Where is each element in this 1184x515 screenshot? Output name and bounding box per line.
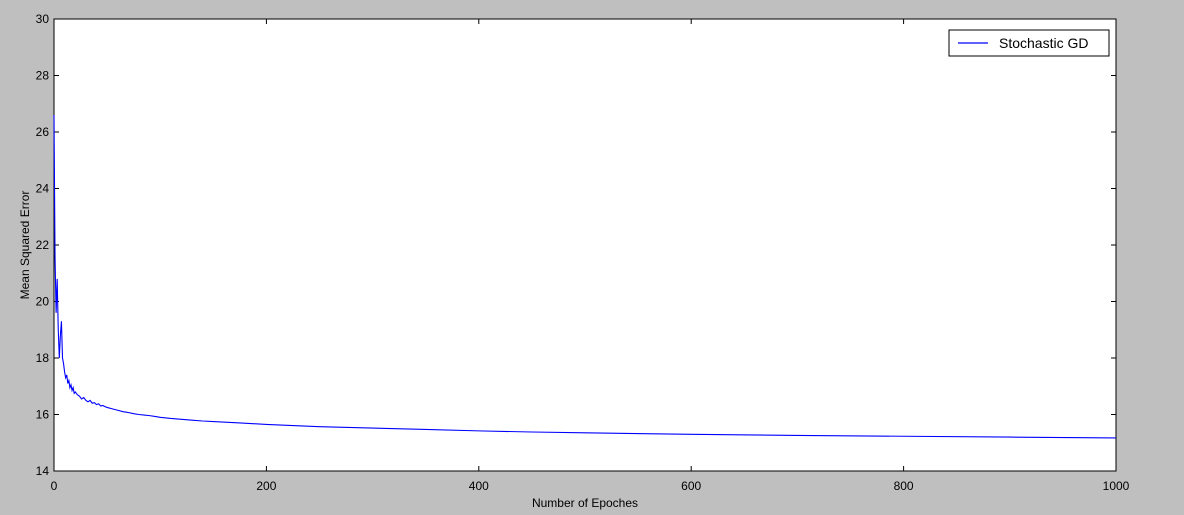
x-tick-label: 1000 xyxy=(1103,479,1130,493)
x-tick-label: 600 xyxy=(681,479,701,493)
x-axis-ticks: 0 200 400 600 800 1000 xyxy=(51,19,1130,493)
legend: Stochastic GD xyxy=(948,29,1110,57)
y-tick-label: 18 xyxy=(36,351,50,365)
plot-area xyxy=(53,18,1117,472)
x-tick-label: 0 xyxy=(51,479,58,493)
x-tick-label: 200 xyxy=(256,479,276,493)
y-tick-label: 24 xyxy=(36,182,50,196)
legend-box xyxy=(948,29,1110,57)
series-line-0 xyxy=(53,115,1117,439)
y-tick-label: 14 xyxy=(36,464,50,478)
y-tick-label: 20 xyxy=(36,295,50,309)
y-axis-label: Mean Squared Error xyxy=(18,191,32,300)
y-tick-label: 16 xyxy=(36,408,50,422)
series-layer xyxy=(53,115,1117,439)
y-tick-label: 26 xyxy=(36,125,50,139)
x-tick-label: 800 xyxy=(894,479,914,493)
y-axis-ticks: 14 16 18 20 22 24 26 28 30 xyxy=(36,12,1116,478)
x-tick-label: 400 xyxy=(469,479,489,493)
legend-entry-stochastic-gd: Stochastic GD xyxy=(999,35,1088,51)
y-tick-label: 22 xyxy=(36,238,50,252)
x-axis-label: Number of Epoches xyxy=(532,496,638,510)
y-tick-label: 30 xyxy=(36,12,50,26)
y-tick-label: 28 xyxy=(36,69,50,83)
